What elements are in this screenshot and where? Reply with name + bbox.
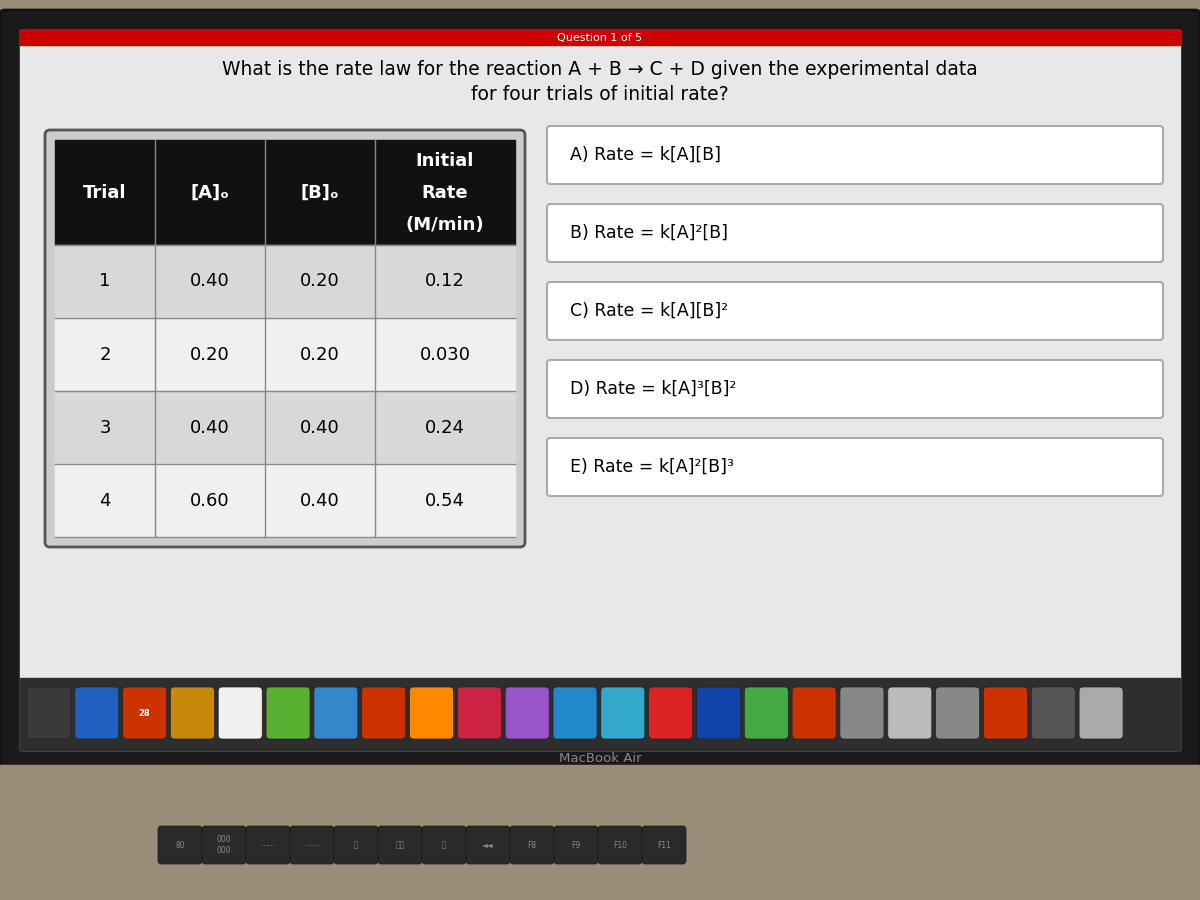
FancyBboxPatch shape [553,687,598,739]
FancyBboxPatch shape [466,826,510,864]
FancyBboxPatch shape [26,687,71,739]
Text: 4: 4 [100,491,110,509]
Bar [0,765,1200,900]
Text: F10: F10 [613,841,628,850]
FancyBboxPatch shape [792,687,836,739]
FancyBboxPatch shape [547,360,1163,418]
Bar [55,245,515,318]
Bar [55,318,515,391]
FancyBboxPatch shape [246,826,290,864]
FancyBboxPatch shape [122,687,167,739]
FancyBboxPatch shape [744,687,788,739]
FancyBboxPatch shape [334,826,378,864]
Text: 0.20: 0.20 [300,346,340,364]
Text: 0.40: 0.40 [190,273,230,291]
FancyBboxPatch shape [202,826,246,864]
Text: 0.20: 0.20 [190,346,230,364]
FancyBboxPatch shape [46,130,524,547]
FancyBboxPatch shape [409,687,454,739]
Text: 000
000: 000 000 [217,835,232,855]
FancyBboxPatch shape [547,438,1163,496]
FancyBboxPatch shape [1079,687,1123,739]
FancyBboxPatch shape [266,687,310,739]
Text: 0.54: 0.54 [425,491,466,509]
FancyBboxPatch shape [554,826,598,864]
Text: F8: F8 [528,841,536,850]
FancyBboxPatch shape [642,826,686,864]
Text: B) Rate = k[A]²[B]: B) Rate = k[A]²[B] [570,224,728,242]
Text: What is the rate law for the reaction A + B → C + D given the experimental data: What is the rate law for the reaction A … [222,60,978,79]
FancyBboxPatch shape [936,687,979,739]
Text: Trial: Trial [83,184,127,202]
FancyBboxPatch shape [547,204,1163,262]
Text: D) Rate = k[A]³[B]²: D) Rate = k[A]³[B]² [570,380,737,398]
FancyBboxPatch shape [378,826,422,864]
Text: 80: 80 [175,841,185,850]
Bar [55,140,515,245]
FancyBboxPatch shape [314,687,358,739]
Text: for four trials of initial rate?: for four trials of initial rate? [472,86,728,104]
FancyBboxPatch shape [170,687,215,739]
Text: 0.030: 0.030 [420,346,470,364]
Text: 0.40: 0.40 [300,491,340,509]
Text: 0.24: 0.24 [425,418,466,436]
FancyBboxPatch shape [547,282,1163,340]
Text: E) Rate = k[A]²[B]³: E) Rate = k[A]²[B]³ [570,458,734,476]
FancyBboxPatch shape [290,826,334,864]
Bar [55,391,515,464]
Text: ⋯⋯: ⋯⋯ [305,841,319,850]
Text: F9: F9 [571,841,581,850]
FancyBboxPatch shape [0,10,1200,770]
Text: ⏯⏯: ⏯⏯ [395,841,404,850]
Text: 28: 28 [139,708,150,717]
Bar [20,678,1180,750]
FancyBboxPatch shape [601,687,644,739]
Text: 3: 3 [100,418,110,436]
FancyBboxPatch shape [696,687,740,739]
Text: 2: 2 [100,346,110,364]
Text: ⏪: ⏪ [354,841,359,850]
FancyBboxPatch shape [840,687,884,739]
Bar [55,464,515,537]
Text: ◄◄: ◄◄ [482,841,494,850]
Text: A) Rate = k[A][B]: A) Rate = k[A][B] [570,146,721,164]
Text: [A]ₒ: [A]ₒ [191,184,229,202]
Text: ⏭: ⏭ [442,841,446,850]
FancyBboxPatch shape [74,687,119,739]
FancyBboxPatch shape [649,687,692,739]
FancyBboxPatch shape [598,826,642,864]
Text: 0.40: 0.40 [300,418,340,436]
Text: 1: 1 [100,273,110,291]
FancyBboxPatch shape [158,826,202,864]
FancyBboxPatch shape [361,687,406,739]
Text: MacBook Air: MacBook Air [559,752,641,764]
Text: F11: F11 [658,841,671,850]
Text: 0.60: 0.60 [190,491,230,509]
Text: (M/min): (M/min) [406,215,485,233]
Text: C) Rate = k[A][B]²: C) Rate = k[A][B]² [570,302,728,320]
Text: Question 1 of 5: Question 1 of 5 [558,32,642,42]
FancyBboxPatch shape [1031,687,1075,739]
Bar [20,30,1180,45]
Text: Initial: Initial [416,151,474,169]
Bar [20,30,1180,750]
FancyBboxPatch shape [505,687,550,739]
Text: Rate: Rate [421,184,468,202]
FancyBboxPatch shape [457,687,502,739]
Text: 0.12: 0.12 [425,273,464,291]
FancyBboxPatch shape [547,126,1163,184]
Text: [B]ₒ: [B]ₒ [301,184,340,202]
Text: ⋯⋯: ⋯⋯ [260,841,276,850]
FancyBboxPatch shape [888,687,931,739]
Text: 0.20: 0.20 [300,273,340,291]
FancyBboxPatch shape [984,687,1027,739]
FancyBboxPatch shape [218,687,263,739]
FancyBboxPatch shape [510,826,554,864]
FancyBboxPatch shape [422,826,466,864]
Text: 0.40: 0.40 [190,418,230,436]
